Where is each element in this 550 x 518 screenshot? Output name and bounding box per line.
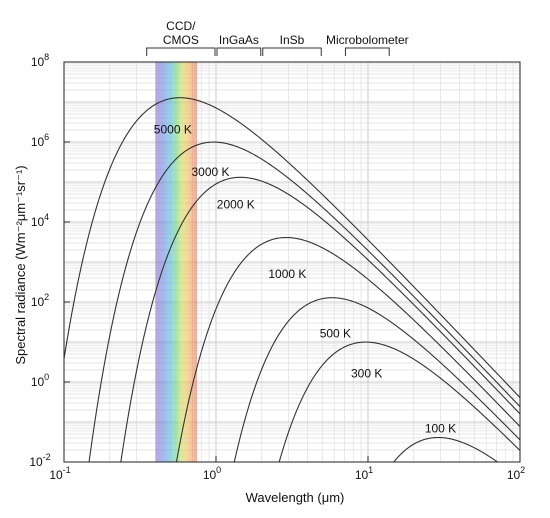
curve-1000k — [175, 236, 520, 462]
grid — [64, 62, 520, 462]
plot-frame — [63, 61, 521, 463]
detector-ranges: CCD/CMOS InGaAs InSb Microbolometer — [146, 19, 409, 56]
detector-bracket — [262, 47, 322, 56]
curve-label-2000k: 2000 K — [217, 197, 255, 211]
curves — [64, 97, 520, 462]
curve-labels: 5000 K 3000 K 2000 K 1000 K 500 K 300 K 100 K — [154, 122, 456, 435]
x-tick-label: 10-1 — [49, 465, 70, 482]
y-tick-label: 100 — [31, 372, 49, 389]
y-axis-title: Spectral radiance (Wm⁻²μm⁻¹sr⁻¹) — [13, 165, 28, 364]
curve-label-3000k: 3000 K — [191, 165, 229, 179]
curve-label-300k: 300 K — [351, 366, 382, 380]
curve-label-100k: 100 K — [425, 421, 456, 435]
detector-label: InGaAs — [219, 33, 259, 47]
x-tick-label: 102 — [507, 465, 525, 482]
curve-label-5000k: 5000 K — [154, 122, 192, 136]
y-tick-label: 108 — [31, 52, 49, 69]
y-tick-label: 104 — [31, 212, 49, 229]
curve-500k — [233, 297, 520, 462]
detector-bracket — [146, 47, 216, 56]
detector-bracket — [216, 47, 262, 56]
detector-label: CCD/CMOS — [163, 19, 199, 47]
curve-3000k — [88, 141, 520, 462]
curve-100k — [393, 436, 499, 462]
y-tick-label: 106 — [31, 132, 49, 149]
curve-label-1000k: 1000 K — [268, 267, 306, 281]
y-tick-label: 102 — [31, 292, 49, 309]
x-tick-label: 100 — [203, 465, 221, 482]
curve-label-500k: 500 K — [320, 326, 351, 340]
detector-bracket — [344, 47, 390, 56]
curve-300k — [278, 341, 520, 462]
x-tick-label: 101 — [355, 465, 373, 482]
detector-label: Microbolometer — [326, 33, 409, 47]
detector-label: InSb — [280, 33, 305, 47]
curve-5000k — [64, 97, 520, 398]
axis-ticks: 10-1 100 101 102 10-2 100 102 104 106 108 — [29, 52, 525, 482]
y-tick-label: 10-2 — [29, 452, 50, 469]
x-axis-title: Wavelength (μm) — [246, 490, 345, 505]
curve-2000k — [120, 176, 520, 462]
